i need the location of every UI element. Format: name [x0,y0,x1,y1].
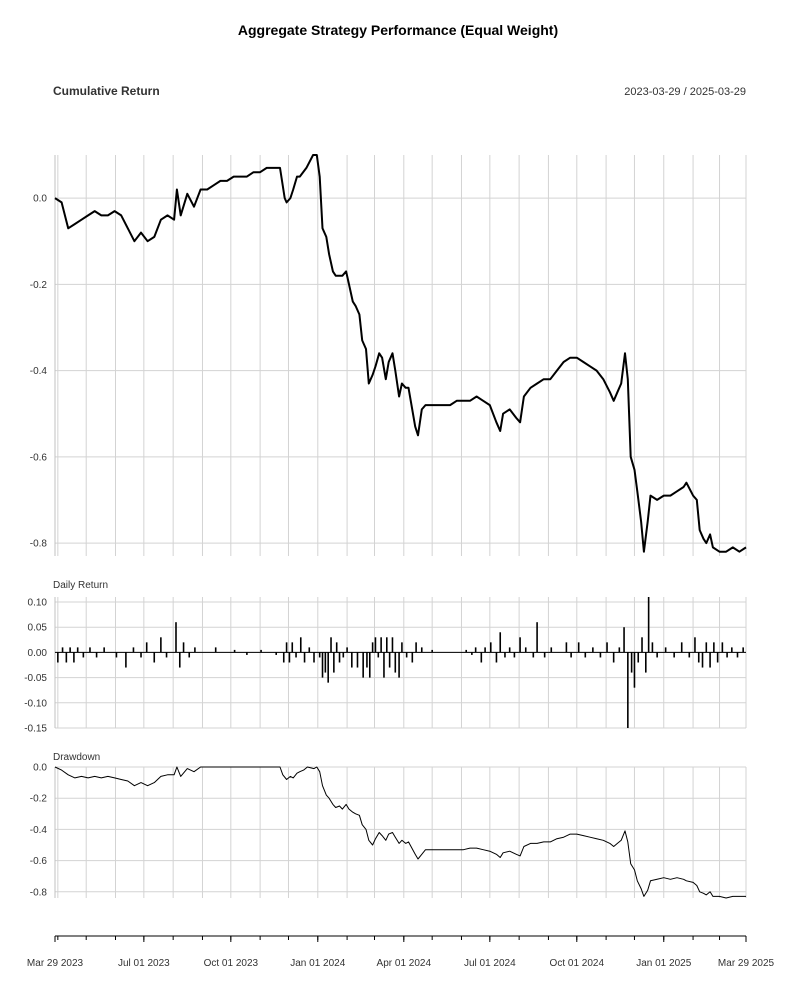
tick-layer: 0.0 -0.2 -0.4 -0.6 -0.8 0.10 0.05 0.00 -0.05 -0.1… [24,194,774,969]
date-range-label: 2023-03-29 / 2025-03-29 [624,86,746,98]
cumulative-return-heading: Cumulative Return [53,84,160,98]
x-tick-label: Jan 01 2025 [636,958,691,969]
y-tick-label: -0.6 [30,856,48,867]
y-tick-label: -0.4 [30,825,48,836]
daily-return-heading: Daily Return [53,580,108,591]
cumulative-return-line [54,154,747,553]
y-tick-label: -0.6 [30,452,48,463]
y-tick-label: 0.10 [28,598,48,609]
data-layer [54,154,747,899]
y-tick-label: -0.2 [30,280,48,291]
y-tick-label: 0.0 [33,763,47,774]
y-tick-label: 0.0 [33,194,47,205]
x-tick-label: Mar 29 2025 [718,958,775,969]
x-tick-label: Jan 01 2024 [290,958,345,969]
x-tick-label: Oct 01 2023 [204,958,259,969]
y-tick-label: -0.05 [24,673,47,684]
x-tick-label: Jul 01 2024 [464,958,516,969]
y-tick-label: -0.15 [24,724,47,735]
y-tick-label: 0.00 [28,648,48,659]
drawdown-heading: Drawdown [53,752,100,763]
x-tick-label: Oct 01 2024 [550,958,605,969]
x-tick-label: Jul 01 2023 [118,958,170,969]
y-tick-label: -0.2 [30,794,48,805]
drawdown-line [54,766,746,899]
y-tick-label: -0.8 [30,539,48,550]
y-tick-label: -0.4 [30,366,48,377]
x-tick-label: Mar 29 2023 [27,958,84,969]
x-tick-label: Apr 01 2024 [377,958,432,969]
y-tick-label: -0.8 [30,887,48,898]
chart-title: Aggregate Strategy Performance (Equal We… [238,22,558,38]
y-tick-label: 0.05 [28,623,48,634]
y-tick-label: -0.10 [24,698,47,709]
